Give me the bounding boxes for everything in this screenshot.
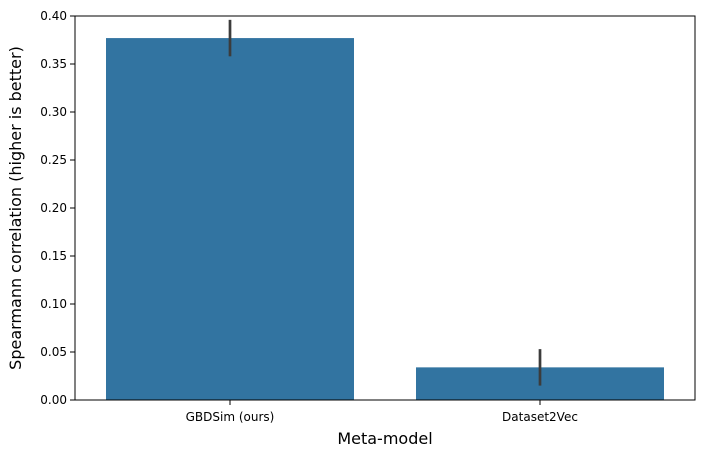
bar (106, 38, 354, 401)
y-tick-label: 0.05 (40, 345, 67, 359)
y-tick-label: 0.00 (40, 393, 67, 407)
x-axis: GBDSim (ours) Dataset2Vec (186, 400, 578, 424)
bars (106, 38, 664, 401)
x-tick-label: Dataset2Vec (502, 410, 578, 424)
y-tick-label: 0.20 (40, 201, 67, 215)
error-bars (228, 19, 542, 386)
y-tick-label: 0.25 (40, 153, 67, 167)
y-tick-label: 0.10 (40, 297, 67, 311)
y-tick-label: 0.35 (40, 57, 67, 71)
x-axis-label: Meta-model (337, 429, 432, 448)
y-tick-label: 0.15 (40, 249, 67, 263)
y-tick-label: 0.30 (40, 105, 67, 119)
y-tick-label: 0.40 (40, 9, 67, 23)
x-tick-label: GBDSim (ours) (186, 410, 275, 424)
y-axis: 0.00 0.05 0.10 0.15 0.20 0.25 0.30 0.35 0.40 (40, 9, 75, 407)
y-axis-label: Spearmann correlation (higher is better) (6, 46, 25, 370)
